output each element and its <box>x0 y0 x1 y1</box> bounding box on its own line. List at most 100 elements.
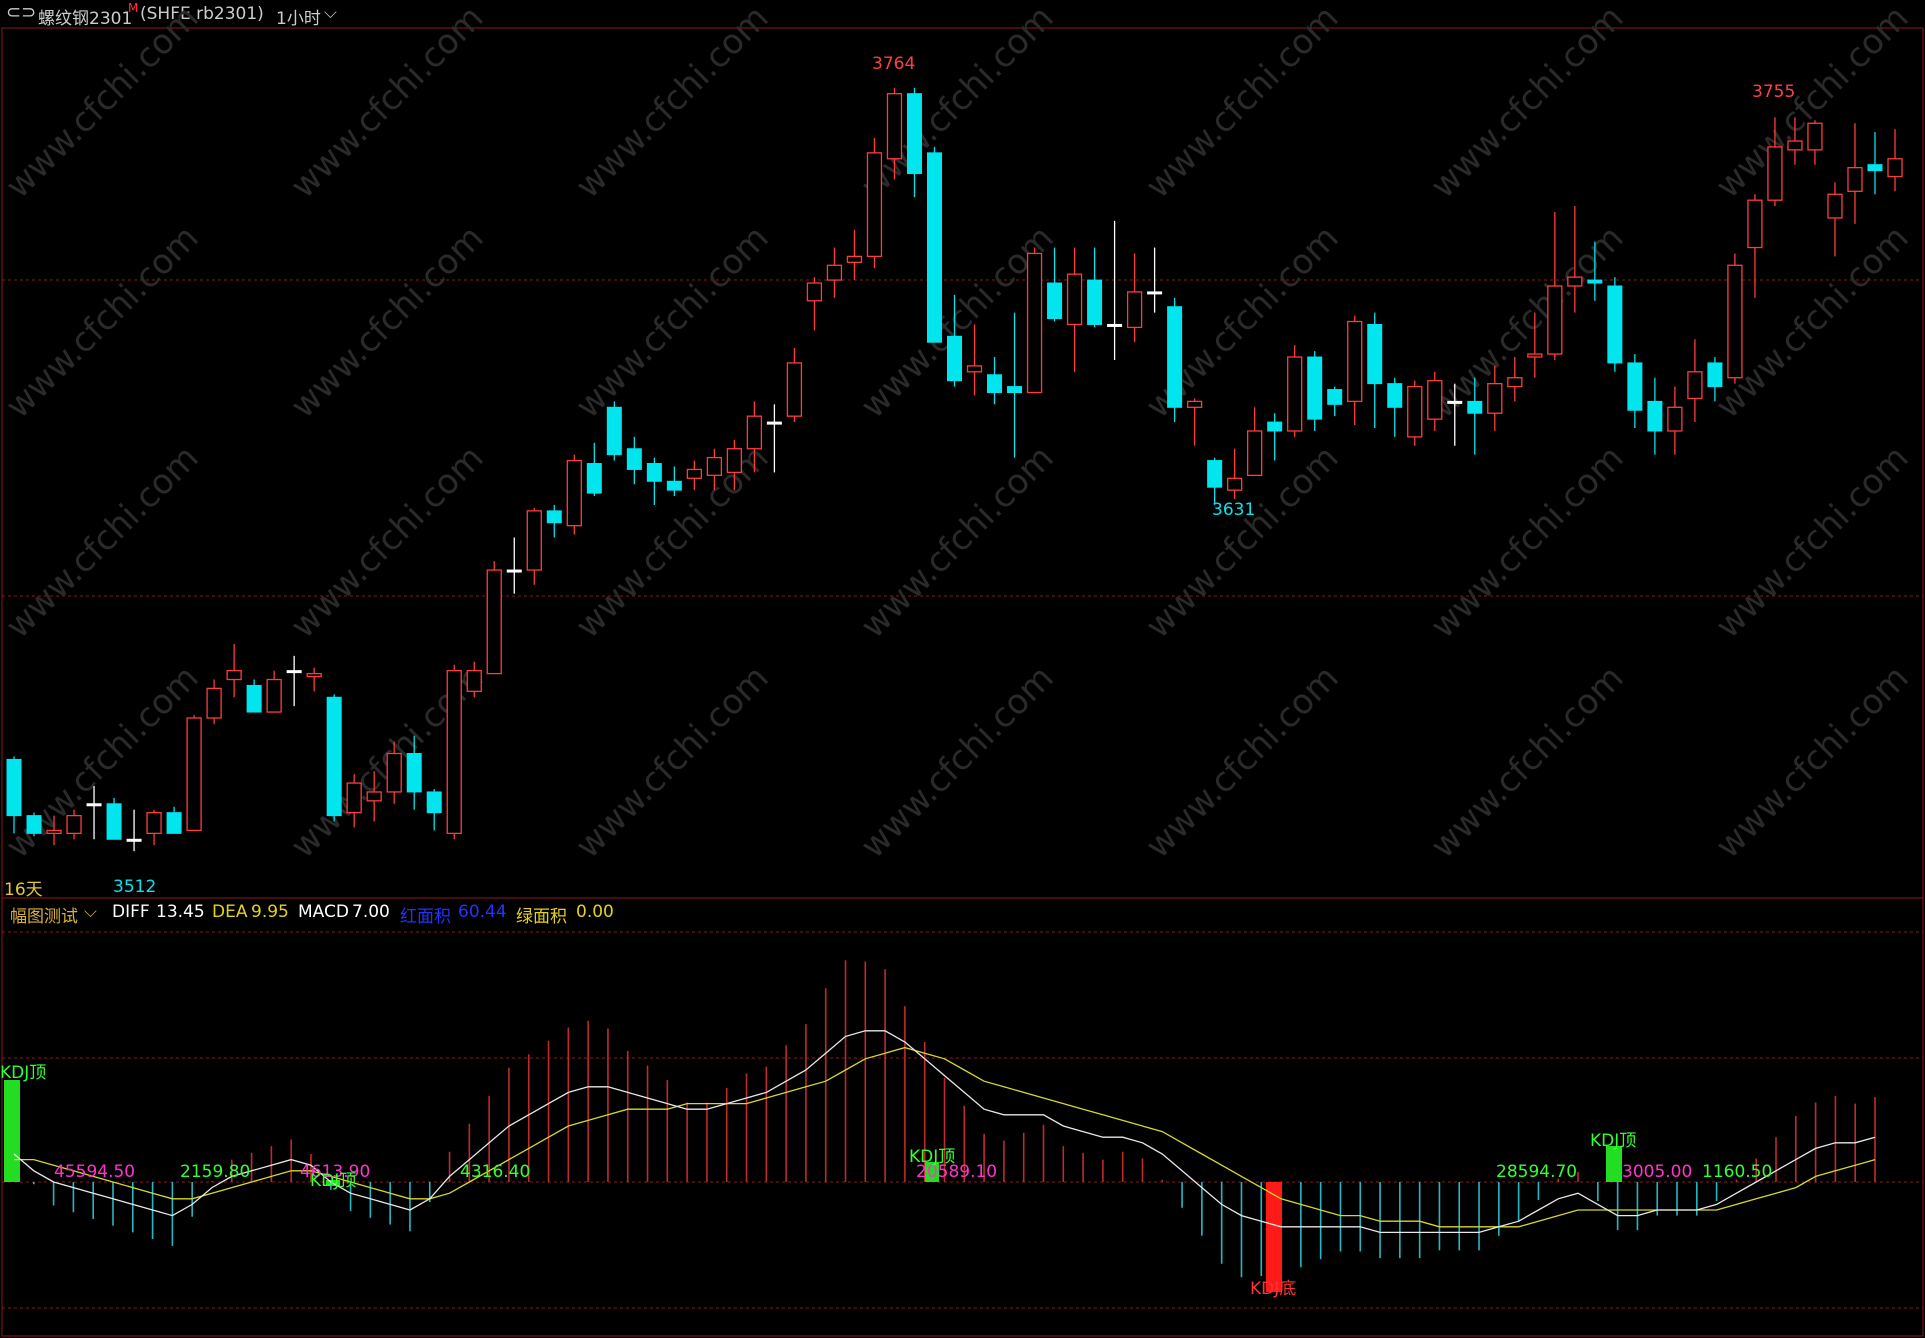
candle-body <box>1307 356 1323 420</box>
candle-body <box>526 510 542 571</box>
macd-label: MACD <box>298 902 349 922</box>
candle-body <box>566 459 582 527</box>
candle-body <box>366 791 382 802</box>
candle-body <box>1487 382 1503 414</box>
candle-body <box>846 255 863 263</box>
candle-body <box>786 362 803 417</box>
candle-body <box>186 717 202 832</box>
annotation-2: 2159.80 <box>180 1162 251 1182</box>
red-area-label: 红面积 <box>400 907 451 927</box>
annotation-4: 4316.40 <box>460 1162 531 1182</box>
candle-body <box>1867 164 1883 172</box>
watermark-text: www.cfchi.com <box>1138 658 1347 867</box>
candle-body <box>766 421 782 425</box>
candle-body <box>1066 273 1083 326</box>
watermark-text: www.cfchi.com <box>853 0 1062 206</box>
diff-value: 13.45 <box>156 902 205 922</box>
candle-body <box>106 803 122 840</box>
red-area-value: 60.44 <box>458 902 507 922</box>
indicator-pane-border <box>1 897 1924 1337</box>
candle-body <box>1647 400 1663 432</box>
annotation-3: 4613.90 <box>300 1162 371 1182</box>
candle-body <box>586 463 602 494</box>
candle-body <box>926 152 942 343</box>
candle-body <box>1467 400 1483 414</box>
candle-body <box>446 669 462 835</box>
signal-kdj-bottom: KDJ底 <box>1250 1279 1297 1299</box>
low-label-2: 3512 <box>113 877 157 897</box>
candle-body <box>286 670 302 674</box>
candle-body <box>1107 323 1123 327</box>
candle-body <box>1167 306 1183 408</box>
signal-kdj-top-2: KDJ顶 <box>310 1171 357 1191</box>
candle-body <box>866 152 883 258</box>
watermark-text: www.cfchi.com <box>1708 438 1917 647</box>
candle-body <box>346 782 362 814</box>
link-icon[interactable]: ⊂⊃ <box>6 2 37 23</box>
chevron-down-icon[interactable]: ⌵ <box>84 902 97 922</box>
candle-body <box>1787 140 1803 151</box>
candle-body <box>1607 285 1623 364</box>
signal-bar-kdj-bottom <box>1266 1182 1282 1292</box>
signal-kdj-top-1: KDJ顶 <box>0 1063 47 1083</box>
candle-body <box>1727 264 1743 379</box>
signal-kdj-top-4: KDJ顶 <box>1590 1131 1637 1151</box>
annotation-5: 20589.10 <box>916 1162 998 1182</box>
candle-body <box>1587 279 1603 284</box>
candle-body <box>266 678 282 713</box>
candle-body <box>1026 252 1043 394</box>
indicator-name[interactable]: 幅图测试 <box>10 907 78 927</box>
candle-body <box>246 684 262 713</box>
diff-line <box>13 1030 1876 1234</box>
annotation-1: 45594.50 <box>54 1162 136 1182</box>
dea-label: DEA <box>212 902 248 922</box>
candle-body <box>1147 291 1163 295</box>
candle-body <box>326 696 342 817</box>
period-selector[interactable]: 1小时 <box>276 9 321 29</box>
candle-body <box>1767 146 1783 201</box>
candle-body <box>1047 282 1063 320</box>
candle-body <box>166 812 182 834</box>
chevron-down-icon[interactable]: ⌵ <box>324 3 337 23</box>
candle-body <box>6 758 22 817</box>
candle-body <box>626 448 642 470</box>
candle-body <box>666 480 682 491</box>
candle-body <box>546 510 562 524</box>
dea-line <box>14 1046 1876 1228</box>
candle-body <box>966 365 983 373</box>
candle-body <box>226 669 242 681</box>
watermark-text: www.cfchi.com <box>1423 658 1632 867</box>
candle-body <box>66 814 82 835</box>
candle-body <box>306 672 322 678</box>
signal-kdj-top-3: KDJ顶 <box>909 1147 956 1167</box>
candle-body <box>746 415 763 450</box>
candle-body <box>1226 477 1243 491</box>
candle-body <box>1267 421 1283 432</box>
title-bar: ⊂⊃ 螺纹钢2301 M (SHFE rb2301) 1小时 ⌵ <box>0 0 1925 29</box>
watermark-text: www.cfchi.com <box>568 0 777 206</box>
candle-body <box>206 687 222 719</box>
watermark-text: www.cfchi.com <box>1138 438 1347 647</box>
days-label: 16天 <box>4 880 43 900</box>
watermark-text: www.cfchi.com <box>283 218 492 427</box>
candle-body <box>1447 400 1463 404</box>
green-area-value: 0.00 <box>576 902 614 922</box>
candle-body <box>1287 356 1303 432</box>
instrument-name: 螺纹钢2301 <box>38 9 133 29</box>
watermark-text: www.cfchi.com <box>568 218 777 427</box>
candle-body <box>1427 380 1443 420</box>
candle-body <box>386 752 402 793</box>
watermark-text: www.cfchi.com <box>1423 438 1632 647</box>
candle-body <box>726 448 743 474</box>
candle-body <box>46 829 62 835</box>
candle-body <box>426 791 442 814</box>
candle-body <box>126 838 142 842</box>
watermark-text: www.cfchi.com <box>283 438 492 647</box>
candle-body <box>466 669 482 692</box>
watermark-text: www.cfchi.com <box>853 438 1062 647</box>
instrument-mark: M <box>128 1 139 15</box>
candle-body <box>486 569 502 675</box>
candle-body <box>406 752 422 793</box>
candle-body <box>987 374 1003 394</box>
candle-body <box>826 264 843 281</box>
